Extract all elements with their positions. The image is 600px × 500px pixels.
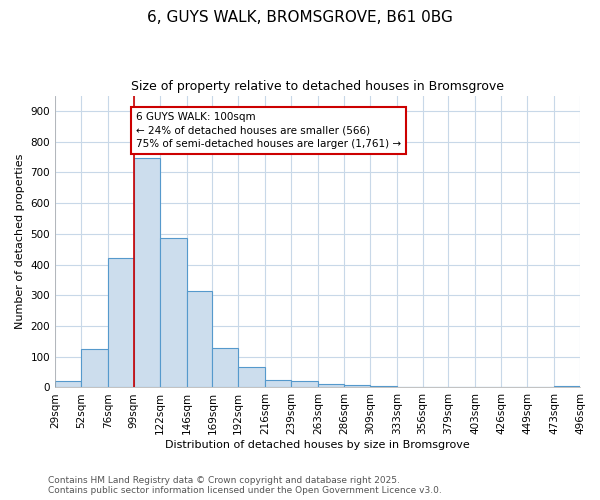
X-axis label: Distribution of detached houses by size in Bromsgrove: Distribution of detached houses by size … [165,440,470,450]
Bar [238,368,265,388]
Bar [134,158,160,388]
Bar [370,386,397,388]
Bar [212,348,238,388]
Bar [108,258,134,388]
Y-axis label: Number of detached properties: Number of detached properties [15,154,25,329]
Bar [344,386,370,388]
Bar [187,290,212,388]
Text: Contains HM Land Registry data © Crown copyright and database right 2025.
Contai: Contains HM Land Registry data © Crown c… [48,476,442,495]
Text: 6, GUYS WALK, BROMSGROVE, B61 0BG: 6, GUYS WALK, BROMSGROVE, B61 0BG [147,10,453,25]
Bar [55,382,81,388]
Title: Size of property relative to detached houses in Bromsgrove: Size of property relative to detached ho… [131,80,504,93]
Bar [160,238,187,388]
Bar [81,349,108,388]
Text: 6 GUYS WALK: 100sqm
← 24% of detached houses are smaller (566)
75% of semi-detac: 6 GUYS WALK: 100sqm ← 24% of detached ho… [136,112,401,149]
Bar [554,386,580,388]
Bar [318,384,344,388]
Bar [265,380,291,388]
Bar [291,382,318,388]
